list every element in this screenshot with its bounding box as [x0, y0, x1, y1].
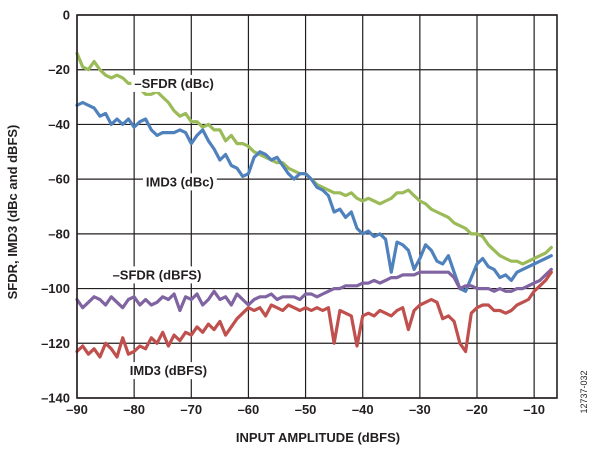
y-tick-label: –20: [48, 62, 70, 77]
series-labels: –SFDR (dBc) IMD3 (dBc) –SFDR (dBFS) IMD3 (d…: [109, 74, 217, 380]
series-label-background: [131, 74, 217, 92]
y-tick-label: –140: [41, 391, 70, 406]
series-line: [75, 270, 553, 359]
series-line: [75, 267, 553, 313]
y-tick-label: –60: [48, 172, 70, 187]
plot-frame: [76, 14, 558, 399]
x-tick-label: –60: [238, 402, 260, 417]
x-axis-title: INPUT AMPLITUDE (dBFS): [236, 430, 400, 445]
y-tick-label: 0: [63, 8, 70, 23]
y-axis-tick-labels: –140 –120 –100 –80 –60 –40 –20 0: [41, 8, 70, 406]
series-label-background: [109, 266, 205, 284]
x-tick-label: –50: [295, 402, 317, 417]
series-lines: [75, 51, 553, 359]
y-tick-label: –120: [41, 336, 70, 351]
series-label: –SFDR (dBFS): [113, 267, 202, 282]
x-tick-label: –80: [123, 402, 145, 417]
x-tick-label: –40: [352, 402, 374, 417]
x-tick-label: –10: [523, 402, 545, 417]
x-tick-label: –20: [466, 402, 488, 417]
series-label-background: [142, 173, 217, 191]
y-tick-label: –100: [41, 281, 70, 296]
x-axis-tick-labels: –90 –80 –70 –60 –50 –40 –30 –20 –10: [66, 402, 545, 417]
y-tick-label: –80: [48, 226, 70, 241]
series-label: IMD3 (dBc): [146, 174, 214, 189]
figure-id: 12737-032: [579, 370, 589, 413]
x-tick-label: –30: [409, 402, 431, 417]
x-tick-label: –90: [66, 402, 88, 417]
series-label: IMD3 (dBFS): [130, 363, 207, 378]
y-tick-label: –40: [48, 117, 70, 132]
y-axis-title: SFDR, IMD3 (dBc and dBFS): [5, 125, 20, 300]
x-tick-label: –70: [180, 402, 202, 417]
series-label: –SFDR (dBc): [134, 76, 213, 91]
series-label-background: [126, 362, 211, 380]
series-line: [75, 100, 553, 293]
